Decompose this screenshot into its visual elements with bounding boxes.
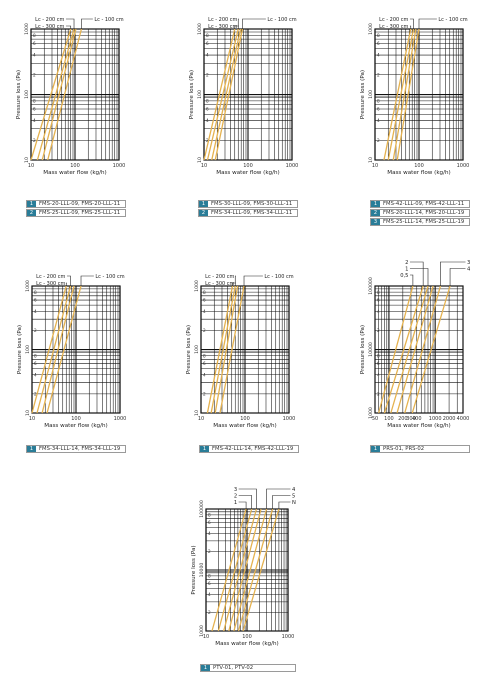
y-minor-tick-label: 4 <box>208 531 211 536</box>
legend-text: FMS-42-LLL-14, FMS-42-LLL-19 <box>212 446 294 452</box>
legend-text: FMS-20-LLL-14, FMS-20-LLL-19 <box>383 210 465 216</box>
legend-item: 2 FMS-20-LLL-14, FMS-20-LLL-19 <box>370 209 470 217</box>
chart-5-legend: 1 FMS-42-LLL-14, FMS-42-LLL-19 <box>199 445 299 454</box>
legend-text: FMS-34-LLL-09, FMS-34-LLL-11 <box>211 210 293 216</box>
legend-text: FMS-25-LLL-09, FMS-25-LLL-11 <box>39 210 121 216</box>
y-minor-tick-label: 2 <box>208 610 211 615</box>
leader-line <box>266 488 291 509</box>
curve-label: N <box>292 500 296 506</box>
legend-item: 1 FMS-42-LLL-09, FMS-42-LLL-11 <box>370 200 470 208</box>
legend-number-badge: 1 <box>199 201 208 207</box>
grid <box>205 508 289 632</box>
y-minor-tick-label: 2 <box>208 549 211 554</box>
legend-number-badge: 1 <box>371 446 380 452</box>
curve-label: 3 <box>234 487 237 493</box>
plot-frame <box>205 508 289 632</box>
series-line-1 <box>211 508 247 632</box>
y-minor-tick-label: 6 <box>208 581 211 586</box>
chart-3-legend: 1 FMS-42-LLL-09, FMS-42-LLL-11 2 FMS-20-LLL… <box>370 200 470 227</box>
y-tick-label: 100000 <box>199 500 205 518</box>
y-minor-tick-label: 8 <box>208 574 211 579</box>
legend-item: 1 FMS-20-LLL-09, FMS-20-LLL-11 <box>26 200 126 208</box>
legend-number-badge: 2 <box>199 210 208 216</box>
legend-number-badge: 1 <box>201 665 210 671</box>
legend-number-badge: 2 <box>27 210 36 216</box>
leader-line <box>238 488 257 509</box>
leader-line <box>278 501 291 509</box>
legend-item: 2 FMS-34-LLL-09, FMS-34-LLL-11 <box>198 209 298 217</box>
legend-number-badge: 1 <box>27 446 36 452</box>
x-axis-label: Mass water flow (kg/h) <box>215 641 278 647</box>
legend-number-badge: 1 <box>371 201 380 207</box>
chart-2-legend: 1 FMS-30-LLL-09, FMS-30-LLL-11 2 FMS-34-LLL… <box>198 200 298 218</box>
series-line-4 <box>228 508 262 632</box>
y-axis-label: Pressure loss (Pa) <box>191 545 197 594</box>
y-minor-tick-label: 6 <box>208 520 211 525</box>
legend-item: 1 PTV-01, PTV-02 <box>200 664 296 672</box>
legend-item: 1 PRS-01, PRS-02 <box>370 445 470 453</box>
chart-1-legend: 1 FMS-20-LLL-09, FMS-20-LLL-11 2 FMS-25-LLL… <box>26 200 126 218</box>
x-tick-label: 100 <box>242 634 252 640</box>
curve-label: 1 <box>234 500 237 506</box>
legend-item: 3 FMS-25-LLL-14, FMS-25-LLL-19 <box>370 218 470 226</box>
curve-label: 5 <box>292 493 295 499</box>
legend-number-badge: 1 <box>200 446 209 452</box>
legend-text: FMS-25-LLL-14, FMS-25-LLL-19 <box>383 219 465 225</box>
leader-line <box>272 495 291 509</box>
legend-text: PTV-01, PTV-02 <box>213 665 254 671</box>
legend-text: FMS-30-LLL-09, FMS-30-LLL-11 <box>211 201 293 207</box>
legend-item: 1 FMS-42-LLL-14, FMS-42-LLL-19 <box>199 445 299 453</box>
y-tick-label: 10000 <box>199 563 205 578</box>
legend-text: FMS-42-LLL-09, FMS-42-LLL-11 <box>383 201 465 207</box>
chart-4-legend: 1 FMS-34-LLL-14, FMS-34-LLL-19 <box>26 445 126 454</box>
curve-annotations: 321 45N <box>234 487 296 509</box>
y-minor-tick-label: 4 <box>208 592 211 597</box>
leader-line <box>238 501 247 509</box>
legend-text: FMS-20-LLL-09, FMS-20-LLL-11 <box>39 201 121 207</box>
y-minor-labels: 2 4 6 8 2 4 6 8 <box>208 513 211 616</box>
legend-item: 2 FMS-25-LLL-09, FMS-25-LLL-11 <box>26 209 126 217</box>
series-line-3 <box>223 508 258 632</box>
y-tick-labels: 1000 10000 100000 <box>199 500 205 637</box>
series-line-5 <box>233 508 268 632</box>
chart-7-legend: 1 PTV-01, PTV-02 <box>200 664 296 673</box>
legend-item: 1 FMS-30-LLL-09, FMS-30-LLL-11 <box>198 200 298 208</box>
x-tick-label: 10 <box>203 634 209 640</box>
legend-text: PRS-01, PRS-02 <box>383 446 425 452</box>
legend-number-badge: 1 <box>27 201 36 207</box>
chart-6-legend: 1 PRS-01, PRS-02 <box>370 445 470 454</box>
legend-text: FMS-34-LLL-14, FMS-34-LLL-19 <box>39 446 121 452</box>
y-tick-label: 1000 <box>199 625 205 637</box>
y-minor-tick-label: 8 <box>208 513 211 518</box>
series-line-2 <box>217 508 253 632</box>
legend-number-badge: 2 <box>371 210 380 216</box>
curve-label: 2 <box>234 493 237 499</box>
series-group <box>211 508 280 632</box>
x-tick-labels: 10 100 1000 <box>203 634 295 640</box>
curve-label: 4 <box>292 487 296 493</box>
leader-line <box>238 495 252 509</box>
legend-item: 1 FMS-34-LLL-14, FMS-34-LLL-19 <box>26 445 126 453</box>
legend-number-badge: 3 <box>371 219 380 225</box>
series-line-7 <box>242 508 280 632</box>
series-line-6 <box>237 508 274 632</box>
x-tick-label: 1000 <box>282 634 295 640</box>
